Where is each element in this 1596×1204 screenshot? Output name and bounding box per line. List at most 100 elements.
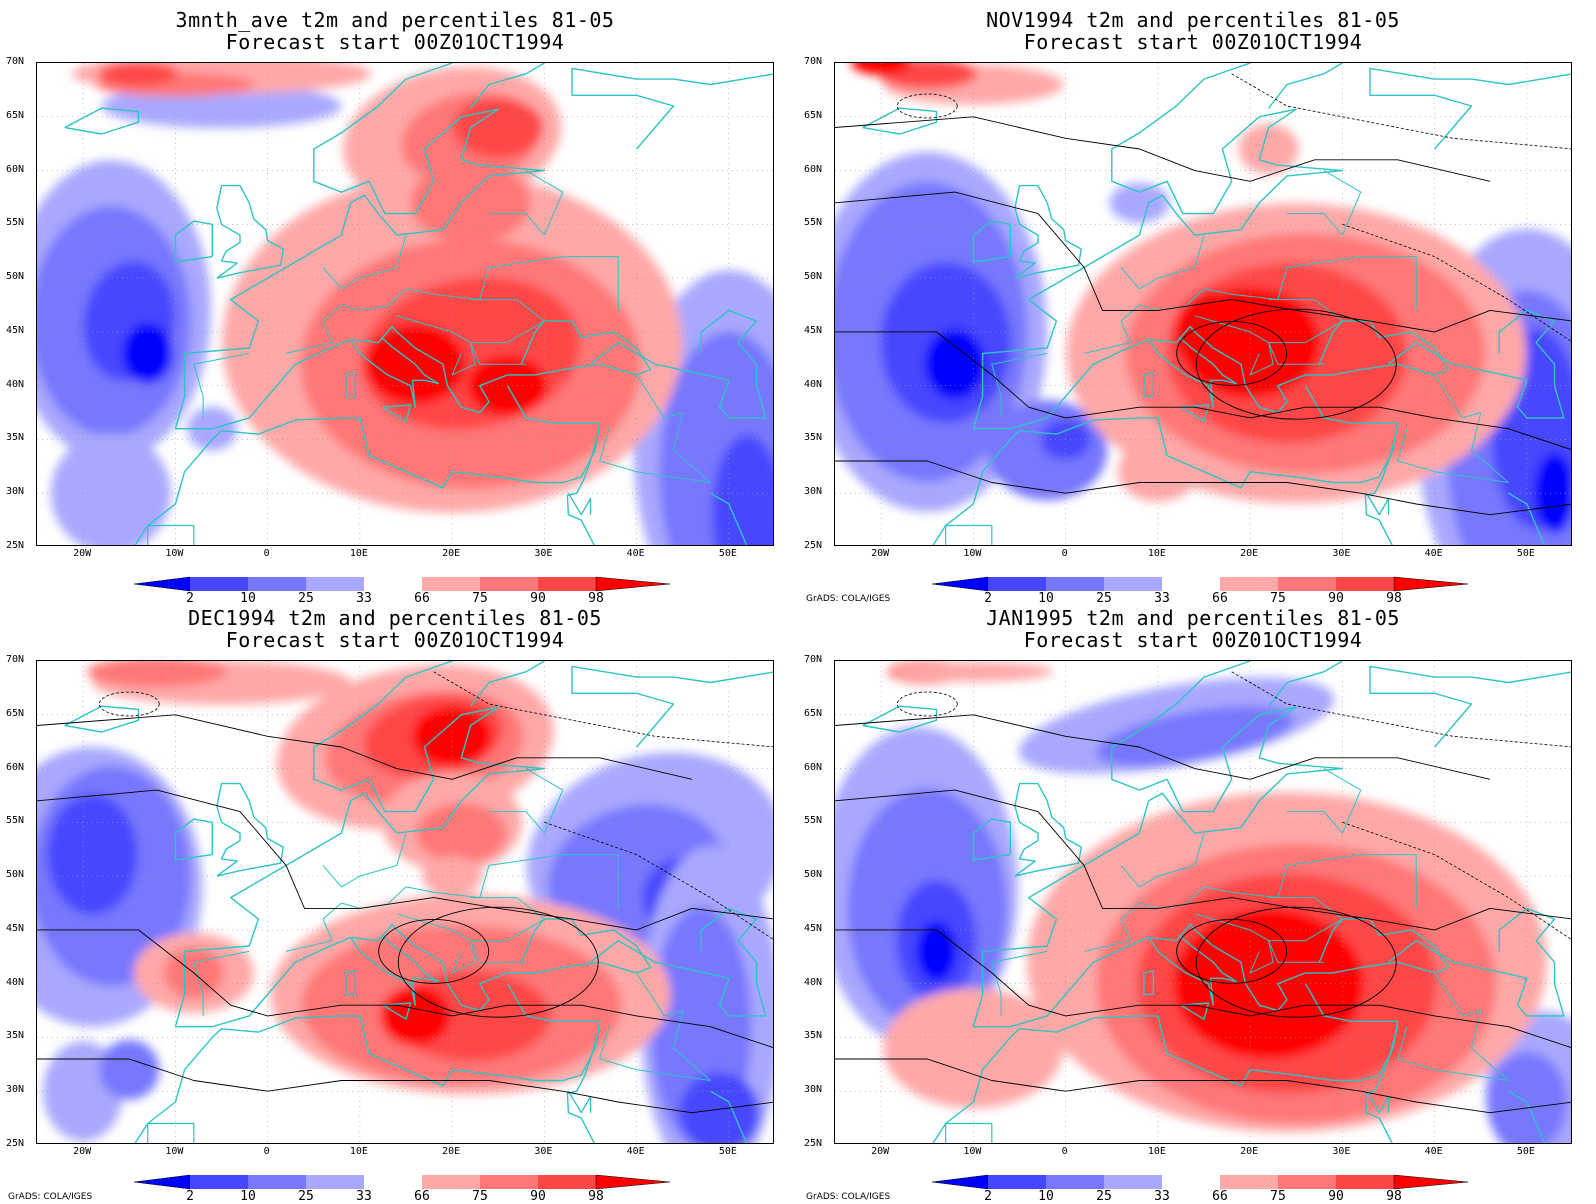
coastlines	[862, 63, 1571, 545]
percentile-colorbar	[134, 576, 670, 592]
longitude-label: 50E	[1516, 1146, 1535, 1157]
panel-subtitle: Forecast start 00Z01OCT1994	[225, 628, 565, 652]
colorbar-segment	[1046, 1175, 1104, 1189]
colorbar-segment	[1336, 577, 1394, 591]
colorbar-segment	[1162, 577, 1220, 591]
latitude-label: 40N	[6, 976, 25, 988]
longitude-label: 10W	[165, 1146, 184, 1157]
colorbar-label: 25	[298, 1189, 314, 1204]
latitude-label: 35N	[804, 1030, 823, 1042]
latitude-label: 50N	[6, 271, 25, 283]
colorbar-segment	[1336, 1175, 1394, 1189]
percentile-colorbar	[134, 1174, 670, 1190]
colorbar-label: 98	[1386, 1189, 1402, 1204]
colorbar-label: 2	[984, 1189, 992, 1204]
colorbar-label: 75	[472, 591, 488, 606]
colorbar-segment	[1278, 577, 1336, 591]
colorbar-label: 75	[1270, 1189, 1286, 1204]
colorbar-label: 2	[186, 1189, 194, 1204]
latitude-label: 45N	[804, 922, 823, 934]
longitude-label: 40E	[1424, 548, 1443, 559]
latitude-label: 70N	[6, 654, 25, 665]
temperature-contours	[835, 73, 1571, 516]
colorbar-segment	[538, 577, 596, 591]
panel-nov1994: NOV1994 t2m and percentiles 81-05 Forecas…	[798, 0, 1588, 605]
colorbar-segment	[190, 1175, 248, 1189]
colorbar-label: 66	[1212, 591, 1228, 606]
colorbar-segment	[1278, 1175, 1336, 1189]
panel-subtitle: Forecast start 00Z01OCT1994	[1023, 30, 1363, 54]
latitude-label: 25N	[6, 540, 25, 551]
longitude-label: 10W	[963, 1146, 982, 1157]
colorbar-segment	[538, 1175, 596, 1189]
latitude-label: 45N	[6, 324, 25, 336]
grid-lines	[37, 661, 773, 1143]
colorbar-segment	[480, 1175, 538, 1189]
colorbar-segment	[1162, 1175, 1220, 1189]
coastlines	[862, 661, 1571, 1143]
longitude-label: 30E	[1332, 548, 1351, 559]
colorbar-low-arrow	[134, 1174, 191, 1190]
colorbar-label: 98	[1386, 591, 1402, 606]
colorbar-label: 33	[1154, 1189, 1170, 1204]
latitude-label: 35N	[6, 432, 25, 444]
colorbar-segment	[190, 577, 248, 591]
colorbar-label: 10	[1038, 1189, 1054, 1204]
colorbar-label: 90	[530, 1189, 546, 1204]
colorbar-label: 75	[472, 1189, 488, 1204]
latitude-label: 55N	[804, 217, 823, 229]
panel-title: DEC1994 t2m and percentiles 81-05	[188, 606, 602, 630]
colorbar-label: 33	[356, 591, 372, 606]
latitude-label: 55N	[6, 217, 25, 229]
colorbar-segment	[248, 1175, 306, 1189]
panel-jan1995: JAN1995 t2m and percentiles 81-05 Forecas…	[798, 598, 1588, 1203]
longitude-label: 10W	[165, 548, 184, 559]
panel-3month-average: 3mnth_ave t2m and percentiles 81-05 Forec…	[0, 0, 790, 605]
longitude-label: 10W	[963, 548, 982, 559]
temperature-contours	[37, 671, 773, 1114]
colorbar-label: 90	[1328, 1189, 1344, 1204]
temperature-contours	[835, 671, 1571, 1114]
colorbar-segment	[306, 577, 364, 591]
latitude-label: 40N	[804, 976, 823, 988]
longitude-label: 40E	[626, 1146, 645, 1157]
latitude-label: 30N	[804, 486, 823, 498]
colorbar-segment	[1104, 577, 1162, 591]
longitude-label: 50E	[718, 1146, 737, 1157]
colorbar-segment	[364, 577, 422, 591]
longitude-label: 50E	[718, 548, 737, 559]
colorbar-segment	[988, 1175, 1046, 1189]
panel-title: NOV1994 t2m and percentiles 81-05	[986, 8, 1400, 32]
latitude-label: 30N	[6, 1084, 25, 1096]
longitude-label: 20E	[1240, 1146, 1259, 1157]
latitude-label: 50N	[804, 869, 823, 881]
colorbar-label: 90	[1328, 591, 1344, 606]
colorbar-label: 2	[186, 591, 194, 606]
colorbar-low-arrow	[134, 576, 191, 592]
longitude-label: 10E	[1147, 548, 1166, 559]
grid-lines	[37, 63, 773, 545]
coastlines	[64, 661, 773, 1143]
latitude-label: 60N	[804, 761, 823, 773]
percentile-colorbar	[932, 576, 1468, 592]
colorbar-label: 66	[414, 591, 430, 606]
colorbar-label: 75	[1270, 591, 1286, 606]
colorbar-segment	[988, 577, 1046, 591]
colorbar-segment	[422, 1175, 480, 1189]
latitude-label: 40N	[6, 378, 25, 390]
latitude-label: 55N	[804, 815, 823, 827]
latitude-label: 50N	[804, 271, 823, 283]
colorbar-label: 98	[588, 1189, 604, 1204]
longitude-label: 50E	[1516, 548, 1535, 559]
percentile-shading	[835, 661, 1571, 1143]
longitude-label: 20W	[871, 1146, 890, 1157]
colorbar-segment	[1046, 577, 1104, 591]
latitude-label: 55N	[6, 815, 25, 827]
longitude-label: 30E	[1332, 1146, 1351, 1157]
colorbar-label: 98	[588, 591, 604, 606]
colorbar-segment	[306, 1175, 364, 1189]
percentile-shading	[37, 661, 773, 1143]
longitude-label: 20E	[1240, 548, 1259, 559]
latitude-label: 70N	[6, 56, 25, 67]
longitude-label: 20E	[442, 548, 461, 559]
